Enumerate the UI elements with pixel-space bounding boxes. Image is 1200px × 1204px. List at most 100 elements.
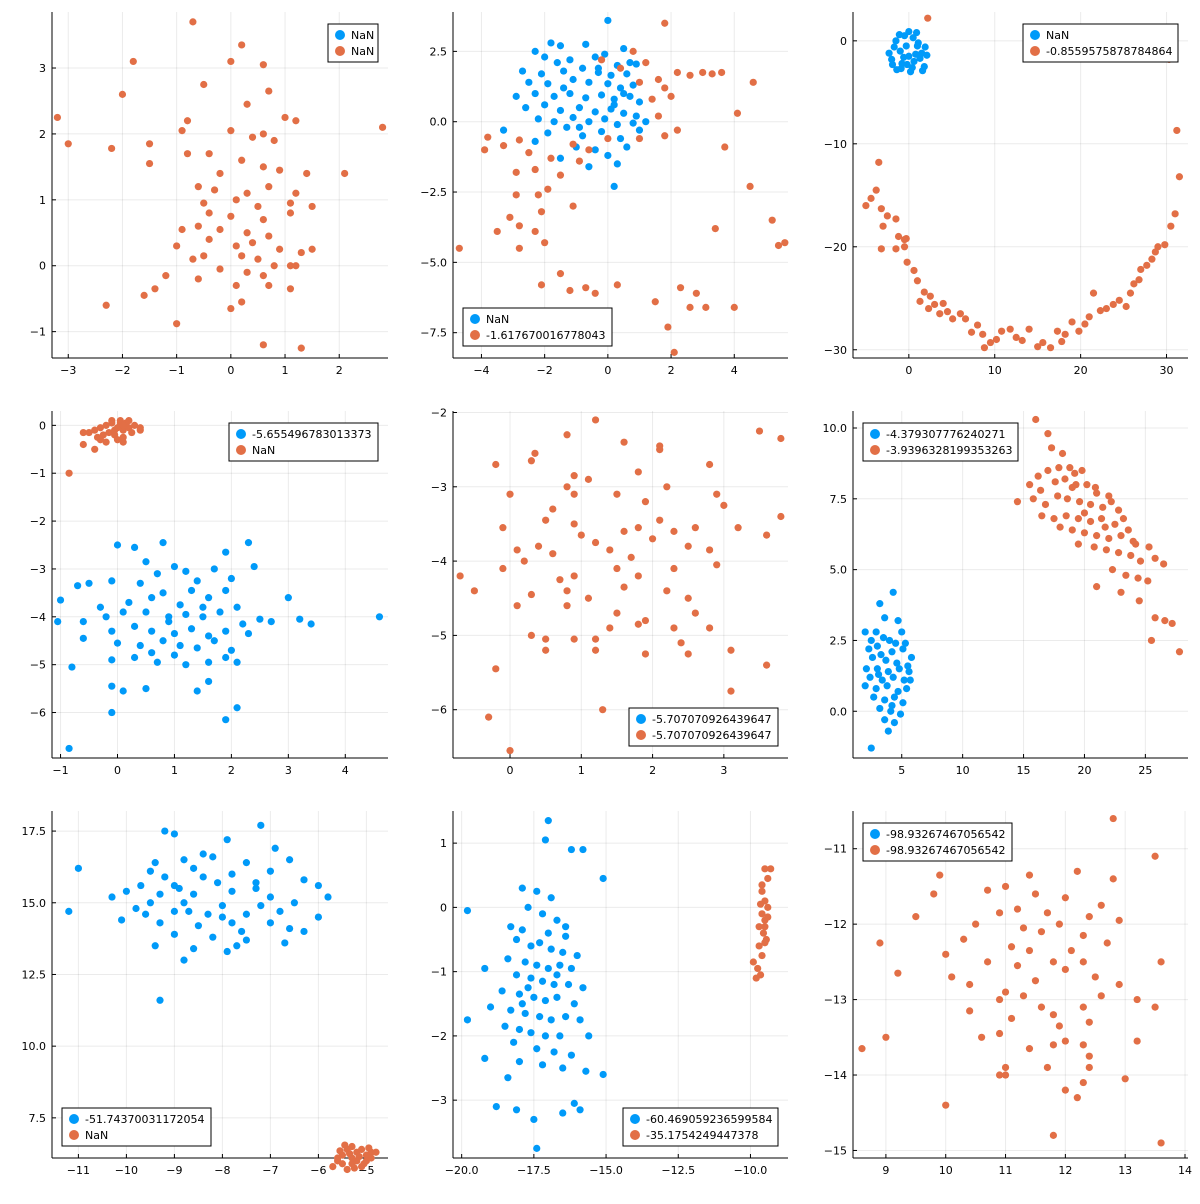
series-2 — [65, 416, 144, 477]
data-point — [515, 136, 523, 144]
data-point — [259, 163, 267, 171]
data-point — [266, 867, 274, 875]
data-point — [556, 106, 565, 115]
data-point — [266, 919, 274, 927]
data-point — [324, 893, 332, 901]
data-point — [108, 893, 116, 901]
data-point — [365, 1144, 373, 1152]
data-point — [894, 969, 902, 977]
data-point — [858, 1045, 866, 1053]
y-tick-label: −3 — [431, 1094, 447, 1107]
data-point — [582, 284, 590, 292]
data-point — [547, 1016, 555, 1024]
data-point — [170, 629, 179, 638]
y-tick-label: −5 — [30, 659, 46, 672]
series-2 — [329, 1141, 380, 1174]
data-point — [1126, 289, 1135, 297]
data-point — [1073, 867, 1081, 875]
x-tick-label: 0 — [604, 364, 611, 377]
series-1 — [54, 539, 384, 753]
x-tick-label: 20 — [1077, 764, 1091, 777]
data-point — [972, 920, 980, 928]
data-point — [909, 34, 917, 42]
data-point — [604, 16, 612, 25]
data-point — [1135, 276, 1143, 284]
data-point — [877, 205, 885, 213]
legend-label: -98.93267467056542 — [886, 844, 1005, 857]
y-tick-label: −2 — [30, 515, 46, 528]
data-point — [1029, 495, 1037, 503]
data-point — [566, 286, 574, 295]
data-point — [525, 149, 533, 157]
legend: -5.707070926439647 -5.707070926439647 — [628, 707, 779, 747]
data-point — [303, 169, 311, 178]
data-point — [233, 704, 241, 712]
data-point — [1001, 1063, 1010, 1072]
data-point — [544, 80, 552, 88]
data-point — [205, 658, 213, 666]
data-point — [896, 710, 905, 718]
data-point — [577, 531, 585, 539]
data-point — [481, 146, 489, 154]
data-point — [1068, 526, 1076, 534]
data-point — [549, 550, 557, 558]
data-point — [1103, 939, 1111, 947]
data-point — [470, 587, 478, 595]
data-point — [204, 910, 212, 918]
data-point — [145, 159, 154, 168]
data-point — [777, 434, 785, 443]
y-tick-label: −6 — [431, 704, 447, 717]
y-tick-label: 0 — [39, 419, 46, 432]
data-point — [65, 469, 73, 477]
data-point — [536, 939, 544, 947]
data-point — [1090, 543, 1098, 551]
data-point — [1025, 1045, 1034, 1053]
data-point — [923, 51, 931, 59]
data-point — [64, 140, 72, 148]
data-point — [520, 557, 528, 565]
data-point — [130, 622, 139, 630]
data-point — [623, 70, 631, 78]
data-point — [1144, 577, 1152, 585]
data-point — [531, 165, 539, 174]
data-point — [566, 56, 574, 64]
data-point — [884, 668, 892, 676]
data-point — [585, 1032, 593, 1040]
y-tick-label: −14 — [824, 1069, 847, 1082]
data-point — [542, 635, 550, 643]
data-point — [761, 939, 769, 947]
data-point — [620, 438, 628, 446]
data-point — [924, 304, 933, 313]
data-point — [635, 134, 644, 143]
y-tick-label: 5.0 — [830, 564, 848, 577]
data-point — [108, 416, 116, 425]
data-point — [1127, 551, 1135, 560]
data-point — [756, 900, 765, 908]
data-point — [1078, 466, 1086, 475]
data-point — [1074, 515, 1082, 523]
x-tick-label: −15.0 — [589, 1164, 623, 1177]
series-1 — [463, 817, 607, 1152]
y-tick-label: −2 — [431, 406, 447, 419]
data-point — [623, 143, 631, 151]
data-point — [205, 632, 213, 640]
data-point — [270, 136, 278, 145]
data-point — [257, 902, 265, 910]
data-point — [329, 1163, 337, 1171]
data-point — [656, 516, 664, 524]
data-point — [148, 594, 156, 602]
data-point — [243, 268, 251, 276]
data-point — [205, 150, 213, 158]
data-point — [931, 300, 939, 309]
data-point — [1055, 1022, 1063, 1030]
data-point — [1133, 995, 1141, 1004]
data-point — [758, 951, 766, 960]
y-tick-label: −5.0 — [420, 256, 447, 269]
data-point — [764, 903, 772, 911]
data-point — [108, 577, 116, 585]
data-point — [534, 115, 542, 123]
x-tick-label: −11 — [67, 1164, 90, 1177]
data-point — [904, 662, 912, 670]
data-point — [1053, 327, 1062, 335]
data-point — [541, 1032, 550, 1040]
